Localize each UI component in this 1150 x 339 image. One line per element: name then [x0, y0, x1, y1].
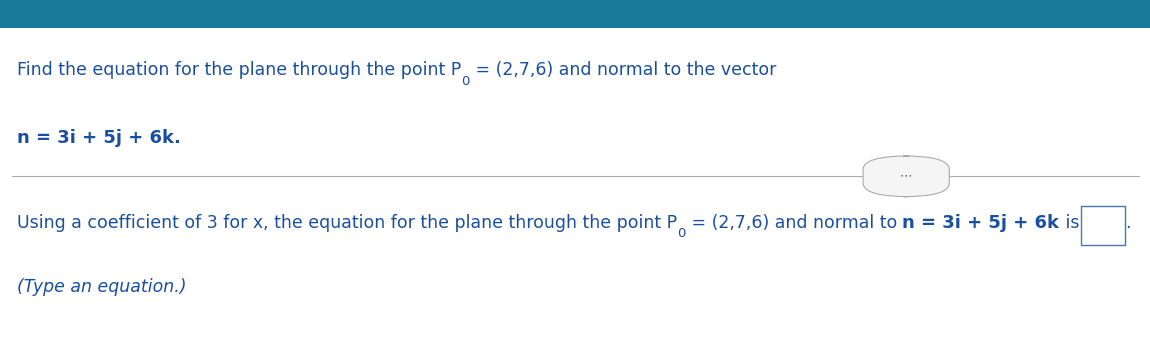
- Text: = (2,7,6) and normal to the vector: = (2,7,6) and normal to the vector: [470, 61, 776, 79]
- Text: Find the equation for the plane through the point P: Find the equation for the plane through …: [17, 61, 461, 79]
- Text: = (2,7,6) and normal to: = (2,7,6) and normal to: [685, 214, 903, 232]
- Text: ⋯: ⋯: [900, 170, 912, 183]
- Text: n = 3i + 5j + 6k.: n = 3i + 5j + 6k.: [17, 129, 182, 147]
- Text: .: .: [1125, 214, 1130, 232]
- Text: (Type an equation.): (Type an equation.): [17, 278, 186, 296]
- FancyBboxPatch shape: [1081, 206, 1125, 245]
- Text: is: is: [1059, 214, 1079, 232]
- Text: 0: 0: [461, 75, 470, 87]
- FancyBboxPatch shape: [0, 0, 1150, 28]
- Text: n = 3i + 5j + 6k: n = 3i + 5j + 6k: [903, 214, 1059, 232]
- Text: 0: 0: [677, 227, 685, 240]
- FancyBboxPatch shape: [862, 156, 950, 197]
- Text: Using a coefficient of 3 for x, the equation for the plane through the point P: Using a coefficient of 3 for x, the equa…: [17, 214, 677, 232]
